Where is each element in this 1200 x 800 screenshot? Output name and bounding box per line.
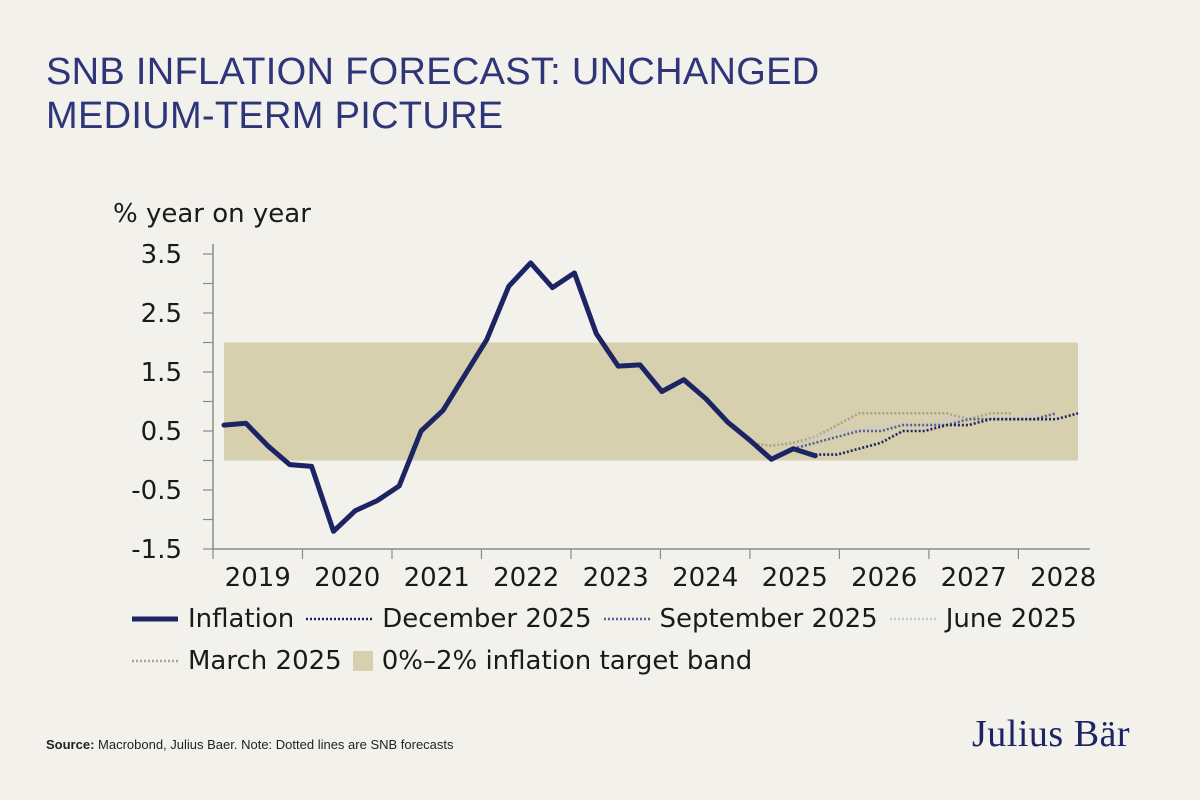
legend-row-2: March 2025 0%–2% inflation target band <box>130 640 1130 682</box>
y-tick-label: -0.5 <box>131 476 182 506</box>
legend-item-march-2025: March 2025 <box>130 646 342 676</box>
x-tick-label: 2024 <box>672 563 738 593</box>
legend-item-target-band: 0%–2% inflation target band <box>352 646 753 676</box>
legend-swatch-march-2025 <box>132 659 178 663</box>
chart-title: SNB INFLATION FORECAST: UNCHANGED MEDIUM… <box>46 50 820 138</box>
source-note: Source: Macrobond, Julius Baer. Note: Do… <box>46 737 454 752</box>
series-line-december-2025 <box>815 412 1079 456</box>
series-line-inflation <box>221 260 818 534</box>
x-tick-label: 2023 <box>583 563 649 593</box>
legend-item-september-2025: September 2025 <box>602 604 878 634</box>
legend-label-target-band: 0%–2% inflation target band <box>381 646 753 676</box>
chart-title-line-1: SNB INFLATION FORECAST: UNCHANGED <box>46 51 820 93</box>
y-axis-label: % year on year <box>113 199 311 229</box>
legend-swatch-december-2025 <box>306 617 373 621</box>
x-tick-label: 2026 <box>851 563 917 593</box>
y-tick-label: 2.5 <box>141 299 182 329</box>
x-tick-label: 2019 <box>225 563 291 593</box>
chart-title-line-2: MEDIUM-TERM PICTURE <box>46 95 504 137</box>
legend-item-inflation: Inflation <box>130 604 294 634</box>
legend-label-march-2025: March 2025 <box>188 646 342 676</box>
legend-item-june-2025: June 2025 <box>888 604 1077 634</box>
legend-label-june-2025: June 2025 <box>945 604 1077 634</box>
legend-swatch-june-2025 <box>889 617 936 621</box>
x-tick-label: 2028 <box>1030 563 1096 593</box>
target-band <box>224 342 1078 461</box>
source-text: Macrobond, Julius Baer. Note: Dotted lin… <box>94 737 454 752</box>
x-tick-label: 2021 <box>404 563 470 593</box>
legend-item-december-2025: December 2025 <box>304 604 592 634</box>
legend-label-september-2025: September 2025 <box>659 604 878 634</box>
y-tick-label: 1.5 <box>141 358 182 388</box>
y-tick-label: 0.5 <box>141 417 182 447</box>
series-line-september-2025 <box>792 412 1057 450</box>
series-line-march-2025 <box>749 411 1013 448</box>
legend-label-inflation: Inflation <box>188 604 295 634</box>
x-tick-label: 2027 <box>941 563 1007 593</box>
legend-swatch-inflation <box>132 616 178 622</box>
legend-swatch-september-2025 <box>603 617 650 621</box>
x-tick-label: 2022 <box>493 563 559 593</box>
legend: Inflation December 2025 September 2025 J… <box>130 598 1130 682</box>
source-label: Source: <box>46 737 95 752</box>
julius-baer-logo: Julius Bär <box>972 713 1131 755</box>
y-tick-label: -1.5 <box>131 535 182 565</box>
y-tick-label: 3.5 <box>141 240 182 270</box>
legend-swatch-target-band <box>352 651 373 671</box>
legend-label-december-2025: December 2025 <box>382 604 592 634</box>
x-tick-label: 2020 <box>314 563 380 593</box>
x-tick-label: 2025 <box>762 563 828 593</box>
legend-row-1: Inflation December 2025 September 2025 J… <box>130 598 1130 640</box>
